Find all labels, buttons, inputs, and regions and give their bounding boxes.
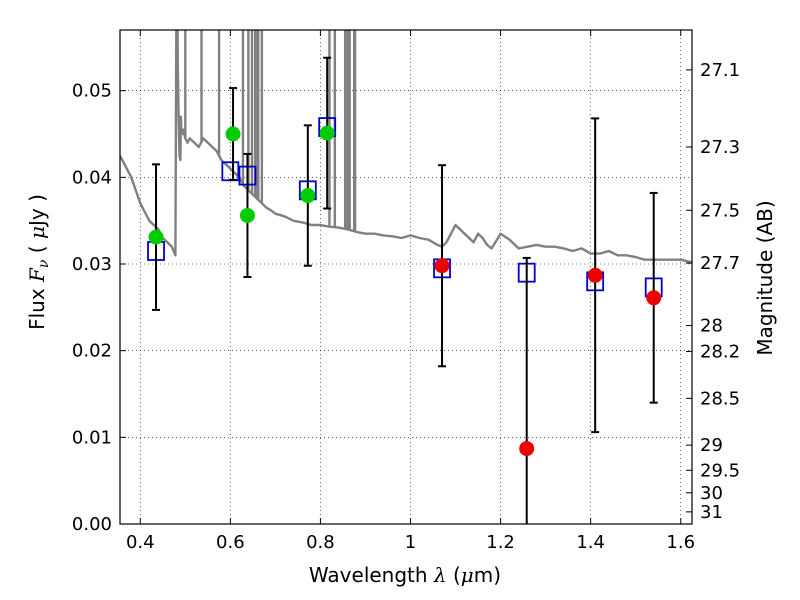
- nir-point: [587, 267, 603, 283]
- y-tick-label: 0.03: [72, 254, 112, 275]
- right-tick-label: 31: [700, 502, 723, 523]
- right-tick-label: 27.5: [700, 200, 740, 221]
- y-tick-label: 0.00: [72, 514, 112, 535]
- right-tick-label: 29.5: [700, 460, 740, 481]
- y-tick-label: 0.02: [72, 341, 112, 362]
- optical-point: [239, 207, 255, 223]
- right-tick-label: 27.1: [700, 60, 740, 81]
- optical-point: [225, 126, 241, 142]
- x-tick-label: 1.6: [666, 532, 695, 553]
- axis-ticks: 0.4 0.6 0.8 1 1.2 1.4 1.6 0.00 0.01 0.02 0.03 0.04 0…: [72, 30, 740, 553]
- grid-lines: [120, 30, 692, 524]
- right-axis-label: Magnitude (AB): [753, 200, 777, 355]
- x-tick-label: 1: [405, 532, 416, 553]
- y-tick-label: 0.04: [72, 167, 112, 188]
- optical-point: [319, 125, 335, 141]
- optical-point: [148, 229, 164, 245]
- right-tick-label: 28: [700, 316, 723, 337]
- nir-point: [434, 258, 450, 274]
- right-tick-label: 27.3: [700, 137, 740, 158]
- plot-area: [120, 30, 692, 524]
- plot-frame: [119, 29, 693, 525]
- right-tick-label: 27.7: [700, 253, 740, 274]
- x-tick-label: 1.2: [486, 532, 515, 553]
- right-tick-label: 28.5: [700, 388, 740, 409]
- x-tick-label: 1.4: [576, 532, 605, 553]
- nir-point: [646, 290, 662, 306]
- x-axis-label: Wavelength λ (μm): [309, 563, 501, 587]
- right-tick-label: 30: [700, 483, 723, 504]
- right-tick-label: 28.2: [700, 342, 740, 363]
- x-tick-label: 0.4: [126, 532, 155, 553]
- y-tick-label: 0.05: [72, 81, 112, 102]
- nir-point: [519, 441, 535, 457]
- spectrum-line: [120, 30, 692, 264]
- y-axis-label: Flux Fν ( μJy ): [25, 194, 52, 330]
- optical-point: [300, 188, 316, 204]
- x-tick-label: 0.6: [216, 532, 245, 553]
- y-tick-label: 0.01: [72, 427, 112, 448]
- right-tick-label: 29: [700, 435, 723, 456]
- x-tick-label: 0.8: [306, 532, 335, 553]
